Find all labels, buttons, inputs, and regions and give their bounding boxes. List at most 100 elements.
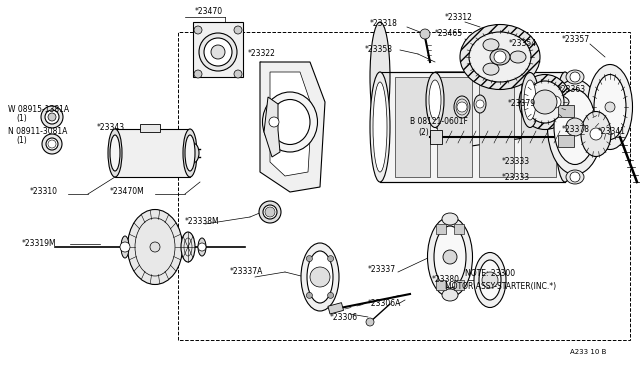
Circle shape — [234, 70, 242, 78]
Bar — [479, 77, 514, 177]
Ellipse shape — [581, 112, 611, 157]
Text: *23380: *23380 — [432, 276, 460, 285]
Ellipse shape — [110, 135, 120, 171]
Ellipse shape — [198, 238, 206, 256]
Ellipse shape — [588, 64, 632, 150]
Text: W 08915-1381A: W 08915-1381A — [8, 106, 69, 115]
Ellipse shape — [490, 49, 510, 65]
Ellipse shape — [483, 39, 499, 51]
Ellipse shape — [479, 260, 501, 300]
Text: *23363: *23363 — [558, 86, 586, 94]
Circle shape — [570, 172, 580, 182]
Text: *23358: *23358 — [365, 45, 393, 55]
Ellipse shape — [442, 289, 458, 301]
Ellipse shape — [301, 243, 339, 311]
Text: *23357: *23357 — [562, 35, 590, 45]
Text: *23318: *23318 — [370, 19, 398, 29]
Text: *23306A: *23306A — [368, 299, 401, 308]
Ellipse shape — [204, 38, 232, 66]
Bar — [558, 135, 574, 147]
Text: *23378: *23378 — [562, 125, 590, 135]
Ellipse shape — [474, 253, 506, 308]
Text: (2): (2) — [418, 128, 429, 137]
Circle shape — [234, 26, 242, 34]
Ellipse shape — [181, 232, 195, 262]
Text: B 08121-0601F: B 08121-0601F — [410, 118, 468, 126]
Ellipse shape — [566, 118, 584, 136]
Ellipse shape — [443, 250, 457, 264]
Ellipse shape — [460, 25, 540, 90]
Bar — [436, 224, 446, 234]
Polygon shape — [435, 72, 530, 147]
Circle shape — [307, 292, 312, 298]
Text: *23470M: *23470M — [110, 187, 145, 196]
Text: *23379: *23379 — [508, 99, 536, 109]
Text: *23310: *23310 — [30, 187, 58, 196]
Ellipse shape — [483, 63, 499, 75]
Circle shape — [198, 243, 206, 251]
Circle shape — [194, 70, 202, 78]
Text: *23319M: *23319M — [22, 240, 56, 248]
Ellipse shape — [566, 70, 584, 84]
Bar — [430, 130, 442, 144]
Polygon shape — [270, 72, 312, 176]
Bar — [437, 77, 472, 177]
Ellipse shape — [270, 99, 310, 144]
Text: (1): (1) — [16, 115, 27, 124]
Ellipse shape — [370, 22, 390, 132]
Ellipse shape — [594, 74, 626, 140]
Text: *23337A: *23337A — [230, 267, 264, 276]
Ellipse shape — [566, 170, 584, 184]
Bar — [436, 280, 446, 290]
Ellipse shape — [474, 95, 486, 113]
Bar — [115, 129, 190, 177]
Circle shape — [269, 117, 279, 127]
Circle shape — [120, 242, 130, 252]
Ellipse shape — [454, 96, 470, 118]
Ellipse shape — [259, 201, 281, 223]
Text: *23343: *23343 — [97, 122, 125, 131]
Circle shape — [533, 90, 557, 114]
Ellipse shape — [45, 110, 59, 124]
Ellipse shape — [370, 72, 390, 182]
Ellipse shape — [46, 138, 58, 150]
Ellipse shape — [121, 236, 129, 258]
Bar — [380, 72, 565, 182]
Ellipse shape — [429, 80, 441, 120]
Ellipse shape — [48, 113, 56, 121]
Ellipse shape — [524, 80, 536, 120]
Circle shape — [420, 29, 430, 39]
Text: *23341: *23341 — [598, 128, 626, 137]
Polygon shape — [260, 62, 325, 192]
Ellipse shape — [605, 102, 615, 112]
Text: *23333: *23333 — [502, 157, 530, 167]
Bar — [521, 77, 556, 177]
Ellipse shape — [127, 209, 182, 285]
Text: A233 10 B: A233 10 B — [570, 349, 606, 355]
Ellipse shape — [434, 226, 466, 288]
Ellipse shape — [187, 143, 199, 163]
Text: *23470: *23470 — [195, 7, 223, 16]
Ellipse shape — [108, 129, 122, 177]
Circle shape — [265, 207, 275, 217]
Bar — [558, 105, 574, 117]
Text: *23312: *23312 — [445, 13, 473, 22]
Ellipse shape — [42, 134, 62, 154]
Circle shape — [476, 100, 484, 108]
Circle shape — [194, 26, 202, 34]
Circle shape — [457, 102, 467, 112]
Circle shape — [310, 267, 330, 287]
Ellipse shape — [541, 95, 569, 109]
Ellipse shape — [185, 135, 195, 171]
Ellipse shape — [442, 213, 458, 225]
Ellipse shape — [183, 129, 197, 177]
Text: N 08911-3081A: N 08911-3081A — [8, 128, 67, 137]
Text: *23465: *23465 — [435, 29, 463, 38]
Circle shape — [494, 51, 506, 63]
Text: *23333: *23333 — [502, 173, 530, 182]
Text: *23354: *23354 — [509, 39, 537, 48]
Bar — [454, 224, 464, 234]
Circle shape — [482, 272, 498, 288]
Polygon shape — [264, 97, 280, 157]
Bar — [193, 22, 243, 77]
